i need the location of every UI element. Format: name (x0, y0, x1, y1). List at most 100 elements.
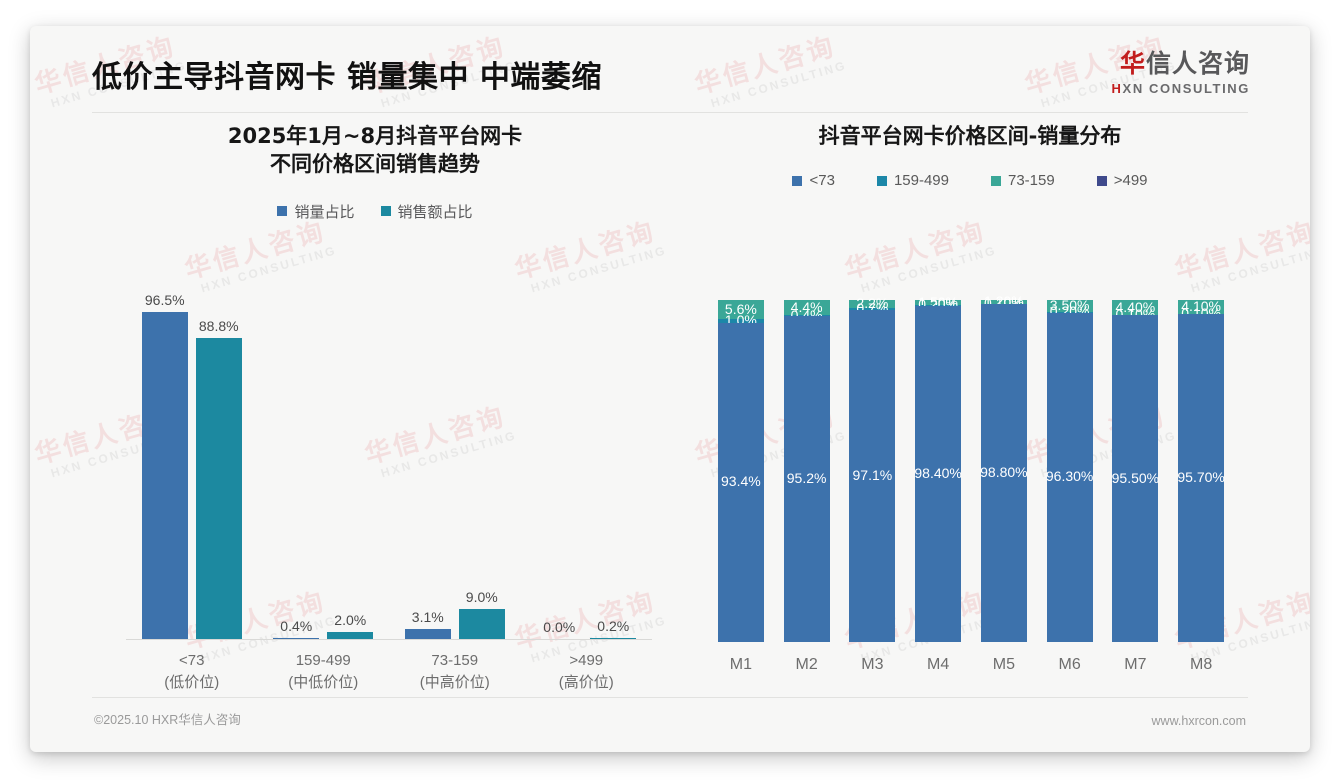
legend-swatch-icon (380, 206, 391, 217)
stacked-bar-group: 0.0%2.2%0.7%97.1% (840, 295, 906, 642)
bar-column[interactable]: 0.4% (273, 300, 320, 639)
bar[interactable] (404, 628, 451, 639)
footer-copyright: ©2025.10 HXR华信人咨询 (94, 713, 241, 727)
x-axis-label: M8 (1190, 656, 1213, 673)
footer-website: www.hxrcon.com (1151, 714, 1246, 728)
logo-english-accent: H (1111, 80, 1123, 96)
stack-segment-label: 95.70% (1177, 469, 1225, 486)
bar-column[interactable]: 9.0% (458, 300, 505, 639)
x-axis-label: 159-499 (中低价位) (258, 642, 390, 700)
x-axis-label: 73-159 (中高价位) (389, 642, 521, 700)
stack-segment[interactable]: 98.40% (914, 305, 962, 642)
logo-english-rest: XN CONSULTING (1122, 80, 1250, 96)
stack-segment[interactable]: 3.50% (1046, 297, 1093, 313)
bar-value-label: 0.4% (280, 617, 313, 634)
footer-divider (92, 697, 1248, 698)
stacked-bar-group: 0.00%1.50%0.20%98.40% (905, 294, 971, 642)
bar-column[interactable]: 3.1% (404, 300, 451, 639)
right-chart-panel: 抖音平台网卡价格区间-销量分布 <73 159-499 73-159 >499 0.0… (690, 122, 1250, 702)
stacked-bar[interactable]: 0.0%2.2%0.7%97.1% (849, 295, 896, 642)
x-axis-label-sub: (中高价位) (419, 673, 490, 691)
stack-segment[interactable]: 4.40% (1112, 298, 1159, 316)
stack-segment-label: 5.6% (724, 300, 757, 317)
stack-segment-label: 4.4% (790, 298, 823, 315)
left-chart-x-labels: <73 (低价位) 159-499 (中低价位) 73-159 (中高价位) >499 (高价… (126, 642, 652, 700)
legend-swatch-icon (876, 175, 887, 186)
stack-segment[interactable]: 96.30% (1045, 312, 1094, 642)
left-chart-title: 2025年1月~8月抖音平台网卡 不同价格区间销售趋势 (92, 122, 658, 179)
stack-segment-label: 3.50% (1049, 297, 1090, 313)
legend-swatch-icon (792, 175, 803, 186)
x-axis-label: M1 (729, 656, 752, 673)
x-axis-label: M7 (1124, 656, 1147, 673)
bar-value-label: 2.0% (334, 612, 367, 629)
bar-group: 96.5% 88.8% (126, 292, 258, 639)
bar-value-label: 0.2% (597, 618, 630, 635)
legend-item-1[interactable]: <73 (792, 172, 835, 189)
stacked-bar[interactable]: 0.00%1.20%0.10%98.80% (980, 293, 1028, 642)
logo-english: HXN CONSULTING (1112, 81, 1250, 96)
legend-item-4[interactable]: >499 (1096, 172, 1148, 190)
stack-segment[interactable]: 95.70% (1177, 314, 1225, 642)
bar-value-label: 88.8% (198, 317, 239, 334)
stack-segment[interactable]: 5.6% (717, 300, 764, 320)
stacked-bar[interactable]: 0.00%4.10%0.10%95.70% (1177, 298, 1225, 642)
stack-segment-label: 93.4% (721, 473, 761, 490)
stacked-bar[interactable]: 0.00%1.50%0.20%98.40% (914, 294, 962, 642)
stack-segment-label: 96.30% (1045, 468, 1094, 485)
bar[interactable] (327, 632, 374, 639)
left-chart-bars: 96.5% 88.8% 0.4% 2.0% 3.1% 9.0% 0.0% 0.2% (126, 292, 652, 640)
legend-label: >499 (1113, 172, 1148, 190)
left-chart-x-axis (126, 639, 652, 640)
bar-column[interactable]: 0.2% (590, 300, 637, 639)
slide-card: 华信人咨询 HXN CONSULTING 华信人咨询 HXN CONSULTING 华信… (30, 26, 1310, 752)
right-chart-plot-area: 0.0%5.6%1.0%93.4% 0.0%4.4%0.4%95.2% 0.0%2.… (700, 293, 1242, 700)
x-axis-label-main: 159-499 (295, 652, 351, 669)
stack-segment-label: 97.1% (852, 466, 893, 483)
bar[interactable] (458, 608, 505, 639)
stack-segment[interactable]: 4.4% (783, 298, 830, 316)
stack-segment[interactable]: 4.10% (1178, 298, 1225, 315)
legend-item-2[interactable]: 销售额占比 (380, 201, 473, 222)
stack-segment[interactable]: 95.2% (783, 316, 830, 642)
stacked-bar-group: 0.00%4.10%0.10%95.70% (1168, 298, 1234, 642)
stack-segment-label: 98.80% (980, 464, 1028, 481)
bar-column[interactable]: 96.5% (141, 292, 188, 639)
bar-column[interactable]: 2.0% (327, 300, 374, 639)
stack-segment[interactable]: 93.4% (717, 322, 764, 642)
stacked-bar[interactable]: 0.0%4.4%0.4%95.2% (783, 298, 830, 642)
bar-value-label: 9.0% (465, 588, 498, 605)
stack-segment[interactable]: 97.1% (849, 309, 896, 642)
bar-column[interactable]: 0.0% (536, 300, 582, 639)
x-axis-label-sub: (中低价位) (288, 673, 359, 691)
bar-column[interactable]: 88.8% (195, 300, 242, 639)
left-chart-plot-area: 96.5% 88.8% 0.4% 2.0% 3.1% 9.0% 0.0% 0.2% <73 (低… (108, 292, 658, 700)
stacked-bar[interactable]: 0.00%4.40%0.10%95.50% (1112, 298, 1159, 642)
stack-segment[interactable]: 95.50% (1112, 315, 1159, 642)
right-chart-title-line1: 抖音平台网卡价格区间-销量分布 (818, 124, 1122, 148)
legend-item-3[interactable]: 73-159 (991, 172, 1055, 189)
stacked-bar[interactable]: 0.00%3.50%0.20%96.30% (1045, 297, 1094, 642)
legend-item-1[interactable]: 销量占比 (277, 201, 355, 222)
logo-chinese: 华信人咨询 (1112, 50, 1250, 78)
stack-segment[interactable]: 2.2% (849, 295, 896, 311)
left-chart-panel: 2025年1月~8月抖音平台网卡 不同价格区间销售趋势 销量占比 销售额占比 96… (92, 122, 658, 702)
slide-header: 低价主导抖音网卡 销量集中 中端萎缩 华信人咨询 HXN CONSULTING (30, 26, 1310, 113)
stacked-bar[interactable]: 0.0%5.6%1.0%93.4% (717, 298, 764, 642)
bar-value-label: 3.1% (411, 608, 444, 625)
legend-item-2[interactable]: 159-499 (876, 172, 949, 189)
bar[interactable] (273, 637, 320, 639)
bar-group: 3.1% 9.0% (389, 300, 521, 639)
bar-value-label: 0.0% (543, 619, 576, 635)
bar[interactable] (195, 337, 242, 639)
stacked-bar-group: 0.0%4.4%0.4%95.2% (774, 298, 840, 642)
stack-segment[interactable]: 98.80% (980, 304, 1028, 642)
left-chart-title-line1: 2025年1月~8月抖音平台网卡 (227, 124, 523, 148)
bar[interactable] (590, 638, 637, 639)
legend-label: 销量占比 (294, 203, 355, 221)
stack-segment-label: 4.40% (1115, 298, 1156, 315)
right-chart-title: 抖音平台网卡价格区间-销量分布 (690, 122, 1250, 150)
bar[interactable] (141, 311, 188, 639)
logo-chinese-rest: 信人咨询 (1145, 49, 1250, 78)
legend-swatch-icon (991, 175, 1001, 186)
